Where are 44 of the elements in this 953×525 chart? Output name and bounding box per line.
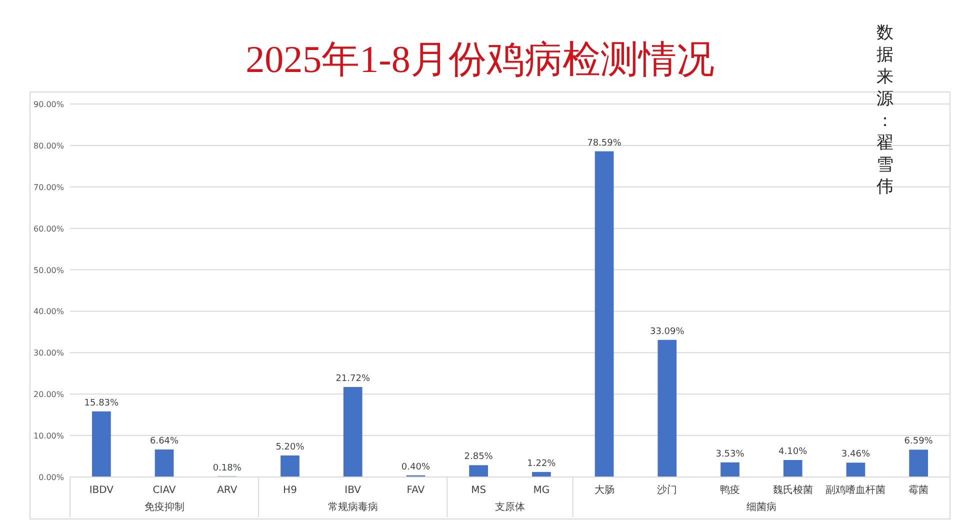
y-tick-label: 20.00% — [33, 390, 64, 400]
data-label: 0.40% — [401, 462, 430, 472]
y-tick-label: 10.00% — [33, 432, 64, 441]
data-label: 6.64% — [150, 436, 180, 446]
x-tick-label: IBV — [344, 485, 362, 496]
chart-title: 2025年1-8月份鸡病检测情况 — [246, 39, 714, 81]
y-tick-label: 80.00% — [33, 141, 64, 150]
x-tick-label: 副鸡嗜血杆菌 — [826, 484, 886, 496]
data-label: 3.46% — [841, 450, 870, 460]
y-tick-label: 70.00% — [33, 182, 64, 192]
x-tick-label: 魏氏梭菌 — [772, 484, 813, 496]
data-label: 0.18% — [212, 463, 242, 474]
y-tick-label: 30.00% — [33, 348, 64, 358]
y-tick-label: 90.00% — [33, 100, 64, 109]
x-tick-label: 沙门 — [657, 484, 678, 496]
data-label: 1.22% — [527, 458, 556, 469]
data-label: 33.09% — [650, 326, 685, 337]
text: 免疫抑制 — [144, 501, 184, 513]
annotation: 数据来源：翟雪伟 — [876, 23, 894, 197]
text: 常规病毒病 — [328, 501, 378, 513]
x-tick-label: 大肠 — [594, 484, 614, 496]
text: 支原体 — [495, 501, 525, 513]
data-label: 4.10% — [778, 447, 808, 458]
data-label: 6.59% — [904, 436, 934, 447]
data-label: 78.59% — [587, 138, 622, 148]
x-tick-label: 鸭疫 — [720, 484, 740, 496]
x-tick-label: CIAV — [152, 485, 176, 496]
x-tick-label: MS — [471, 485, 486, 496]
x-tick-label: FAV — [406, 485, 425, 496]
y-tick-label: 50.00% — [33, 266, 64, 275]
y-tick-label: 0.00% — [38, 473, 64, 482]
x-tick-label: 霉菌 — [908, 484, 929, 496]
data-label: 21.72% — [336, 374, 370, 384]
data-label: 15.83% — [84, 398, 120, 408]
x-tick-label: ARV — [217, 485, 238, 496]
x-tick-label: IBDV — [89, 485, 114, 496]
y-tick-label: 40.00% — [33, 307, 64, 316]
y-tick-label: 60.00% — [33, 224, 64, 234]
data-label: 2.85% — [464, 452, 494, 462]
x-tick-label: H9 — [283, 485, 297, 496]
text: 细菌病 — [746, 501, 776, 513]
data-label: 5.20% — [276, 442, 305, 452]
x-tick-label: MG — [533, 485, 550, 496]
data-label: 3.53% — [716, 449, 745, 460]
